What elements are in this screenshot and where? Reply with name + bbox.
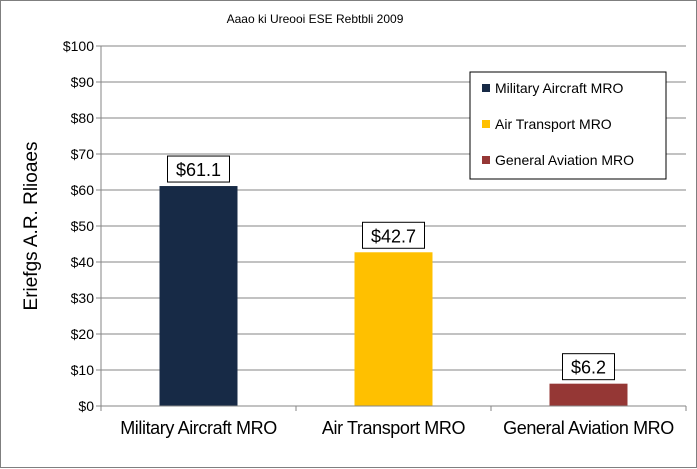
data-labels: $61.1 $42.7 $6.2 [167,155,615,381]
y-tick-label: $10 [71,362,95,378]
y-tick-label: $40 [71,254,95,270]
bar [354,252,433,406]
y-axis-ticks: $0 $10 $20 $30 $40 $50 $60 $70 $80 $90 $100 [63,38,101,414]
y-tick-label: $0 [78,398,94,414]
legend-box [469,71,667,180]
data-label: $61.1 [176,160,221,180]
legend: Military Aircraft MRO Air Transport MRO Ge… [469,71,667,180]
data-label-box [167,155,230,183]
x-axis-ticks: Military Aircraft MRO Air Transport MRO Ge… [120,418,674,438]
legend-swatch [482,84,490,92]
y-tick-label: $30 [71,290,95,306]
legend-entry: Air Transport MRO [495,116,612,132]
legend-entry: Military Aircraft MRO [495,80,623,96]
y-tick-label: $60 [71,182,95,198]
legend-swatch [482,156,490,164]
x-tick-label: General Aviation MRO [503,418,674,438]
data-label: $6.2 [571,358,606,378]
x-tick-label: Air Transport MRO [322,418,466,438]
y-axis-label: Eriefgs A.R. Rlioaes [21,142,42,311]
data-label-box [562,353,615,381]
chart-title: Aaao ki Ureooi ESE Rebtbli 2009 [227,12,404,26]
bars [159,186,628,406]
bar [549,383,628,406]
data-label: $42.7 [371,226,416,246]
y-tick-label: $100 [63,38,94,54]
y-tick-label: $90 [71,74,95,90]
data-label-box [362,221,425,249]
y-tick-label: $50 [71,218,95,234]
y-tick-label: $70 [71,146,95,162]
x-tick-label: Military Aircraft MRO [120,418,277,438]
legend-swatch [482,120,490,128]
axes [100,46,687,411]
bar [159,186,238,406]
y-tick-label: $80 [71,110,95,126]
legend-entry: General Aviation MRO [495,152,634,168]
y-tick-label: $20 [71,326,95,342]
